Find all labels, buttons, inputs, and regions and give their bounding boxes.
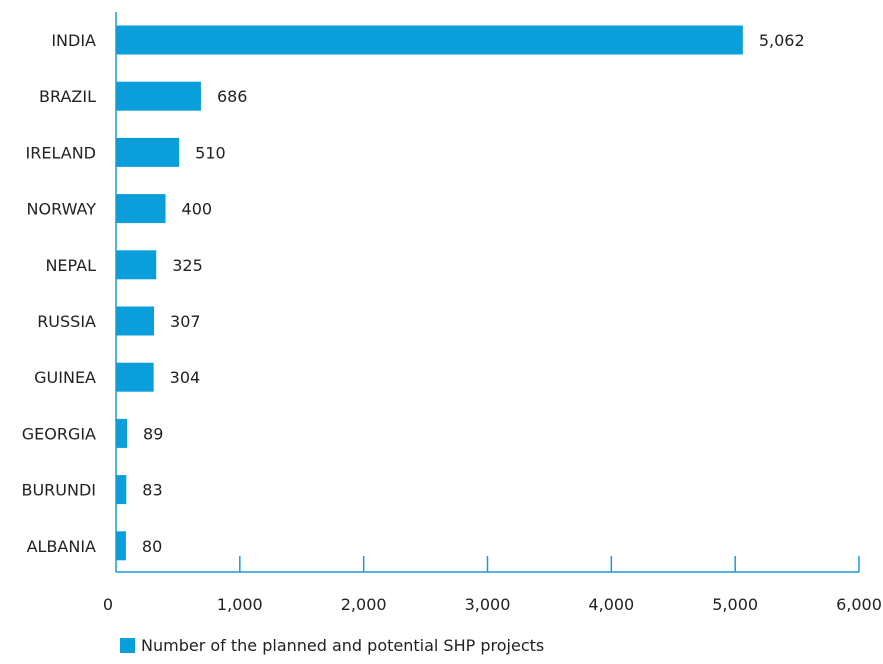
bar-russia [116, 306, 155, 336]
value-label-brazil: 686 [217, 87, 248, 106]
bar-norway [116, 194, 166, 224]
value-label-burundi: 83 [142, 481, 162, 500]
bar-burundi [116, 475, 127, 505]
value-label-india: 5,062 [759, 31, 805, 50]
bar-nepal [116, 250, 157, 280]
x-tick-label: 0 [103, 595, 113, 614]
value-label-georgia: 89 [143, 424, 163, 443]
bar-ireland [116, 137, 180, 167]
x-tick-label: 2,000 [341, 595, 387, 614]
value-label-albania: 80 [142, 537, 162, 556]
category-label-nepal: NEPAL [45, 256, 96, 275]
axis-layer: 0 1,000 2,000 3,000 4,000 5,000 6,000 [103, 12, 882, 614]
category-label-brazil: BRAZIL [39, 87, 96, 106]
bar-albania [116, 531, 126, 561]
bar-india [116, 25, 743, 55]
legend-label: Number of the planned and potential SHP … [141, 636, 545, 655]
category-label-burundi: BURUNDI [21, 481, 96, 500]
legend-swatch [120, 638, 135, 653]
bars-layer [116, 25, 743, 561]
category-label-ireland: IRELAND [26, 143, 96, 162]
category-label-albania: ALBANIA [27, 537, 96, 556]
x-tick-label: 6,000 [836, 595, 882, 614]
bar-chart: INDIA 5,062 BRAZIL 686 IRELAND 510 NORWAY 400 NE… [21, 12, 882, 614]
value-label-norway: 400 [182, 200, 213, 219]
category-label-guinea: GUINEA [34, 368, 96, 387]
bar-georgia [116, 418, 128, 448]
category-label-georgia: GEORGIA [22, 424, 96, 443]
legend: Number of the planned and potential SHP … [120, 636, 544, 655]
category-label-russia: RUSSIA [37, 312, 96, 331]
x-tick-label: 1,000 [217, 595, 263, 614]
value-label-russia: 307 [170, 312, 201, 331]
x-tick-label: 4,000 [588, 595, 634, 614]
labels-layer: INDIA 5,062 BRAZIL 686 IRELAND 510 NORWAY 400 NE… [21, 31, 804, 556]
value-label-guinea: 304 [170, 368, 201, 387]
x-tick-label: 3,000 [465, 595, 511, 614]
category-label-india: INDIA [51, 31, 96, 50]
category-label-norway: NORWAY [27, 200, 97, 219]
value-label-nepal: 325 [172, 256, 203, 275]
value-label-ireland: 510 [195, 143, 226, 162]
bar-guinea [116, 362, 154, 392]
bar-brazil [116, 81, 201, 111]
x-tick-label: 5,000 [712, 595, 758, 614]
